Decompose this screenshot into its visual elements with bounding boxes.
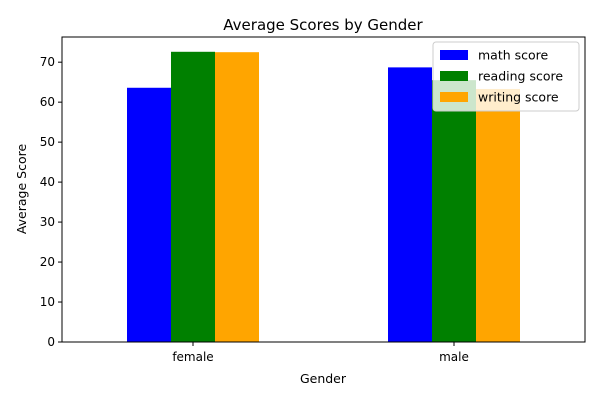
legend-frame	[432, 41, 580, 112]
legend-label-math-score: math score	[478, 48, 549, 63]
bar-math-score-female	[127, 87, 171, 342]
y-tick-label: 60	[40, 95, 55, 109]
legend-label-writing-score: writing score	[478, 90, 559, 105]
y-tick-label: 70	[40, 55, 55, 69]
y-tick-label: 20	[40, 255, 55, 269]
legend-swatch-reading-score	[440, 71, 468, 81]
x-axis: female male	[172, 342, 469, 364]
legend: math score reading score writing score	[432, 41, 580, 112]
chart-title: Average Scores by Gender	[223, 16, 423, 34]
legend-label-reading-score: reading score	[478, 69, 563, 84]
bar-math-score-male	[388, 67, 432, 343]
y-tick-label: 0	[47, 335, 55, 349]
y-tick-label: 30	[40, 215, 55, 229]
x-tick-label-male: male	[439, 350, 469, 364]
y-axis: 0 10 20 30 40 50 60 70	[40, 55, 62, 349]
y-tick-label: 10	[40, 295, 55, 309]
legend-swatch-math-score	[440, 50, 468, 60]
bar-reading-score-male	[432, 80, 476, 342]
y-axis-label: Average Score	[14, 144, 29, 235]
y-tick-label: 40	[40, 175, 55, 189]
legend-swatch-writing-score	[440, 92, 468, 102]
x-tick-label-female: female	[172, 350, 213, 364]
bar-reading-score-female	[171, 51, 215, 342]
bars-group	[127, 51, 520, 343]
bar-writing-score-female	[215, 52, 259, 343]
x-axis-label: Gender	[300, 371, 347, 386]
y-tick-label: 50	[40, 135, 55, 149]
plot-frame	[61, 36, 586, 343]
bar-writing-score-male	[476, 88, 520, 342]
